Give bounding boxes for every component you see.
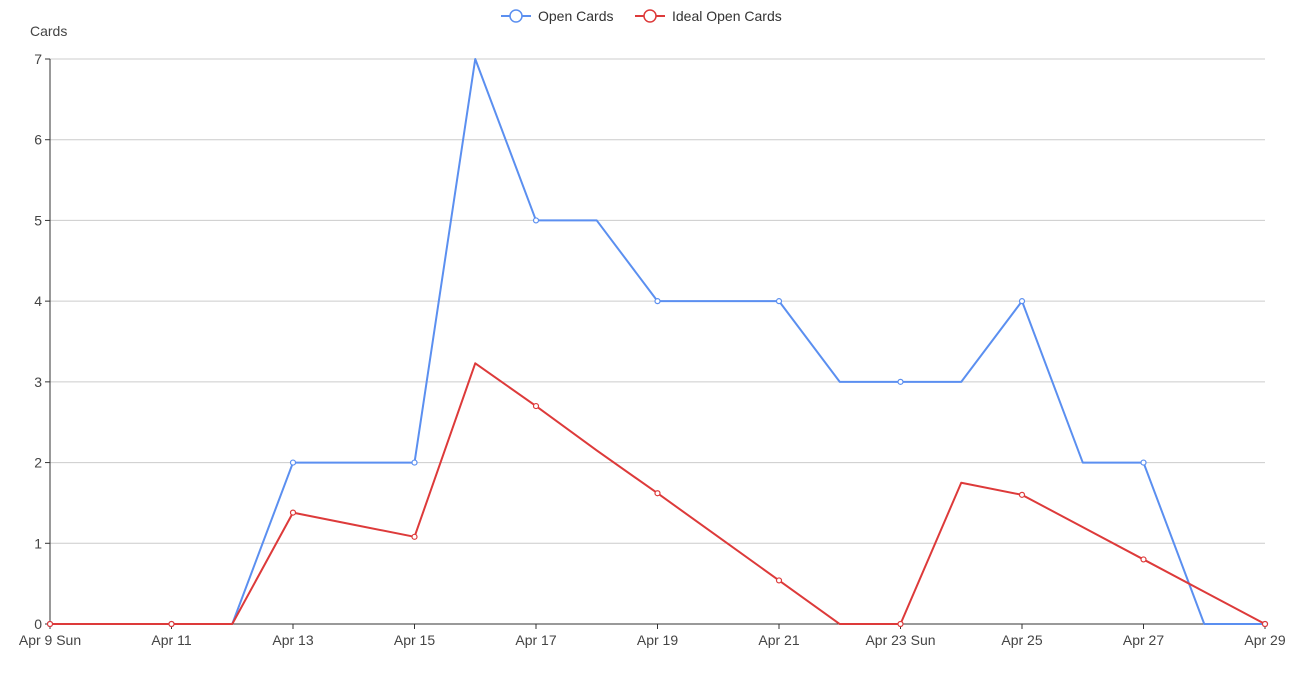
data-point[interactable]	[775, 298, 783, 305]
data-point[interactable]	[897, 378, 904, 385]
x-tick-label: Apr 21	[758, 632, 799, 648]
series-line	[50, 58, 1265, 625]
axes: 0 1 2 3 4 5 6 7 Apr 9 Sun Apr 11 Apr 13 Apr 15 Apr 1…	[19, 51, 1286, 648]
y-tick-label: 6	[34, 132, 42, 148]
series-open-cards	[46, 58, 1269, 628]
data-point[interactable]	[654, 490, 661, 497]
grid-lines	[50, 58, 1265, 544]
y-tick-label: 5	[34, 212, 42, 228]
legend-item[interactable]: Ideal Open Cards	[635, 8, 782, 24]
data-point[interactable]	[289, 509, 297, 516]
x-tick-label: Apr 15	[394, 632, 435, 648]
data-point[interactable]	[775, 577, 783, 584]
y-tick-label: 1	[34, 535, 42, 551]
x-tick-label: Apr 23 Sun	[865, 632, 935, 648]
legend-marker-icon	[643, 9, 657, 23]
series-lines	[46, 58, 1269, 628]
data-point[interactable]	[1018, 491, 1026, 498]
data-point[interactable]	[411, 533, 418, 540]
data-point[interactable]	[289, 459, 297, 466]
x-tick-label: Apr 27	[1123, 632, 1164, 648]
legend-label: Ideal Open Cards	[672, 8, 782, 24]
y-axis-title: Cards	[30, 23, 67, 39]
legend-marker-icon	[509, 9, 523, 23]
x-tick-label: Apr 29	[1244, 632, 1285, 648]
data-point[interactable]	[532, 217, 540, 224]
data-point[interactable]	[46, 620, 54, 628]
series-ideal-open-cards	[46, 362, 1269, 628]
data-point[interactable]	[168, 620, 175, 628]
data-point[interactable]	[1140, 459, 1147, 466]
data-point[interactable]	[532, 402, 540, 410]
x-tick-label: Apr 25	[1001, 632, 1042, 648]
x-tick-label: Apr 11	[151, 632, 191, 648]
data-point[interactable]	[1140, 556, 1147, 563]
data-point[interactable]	[411, 459, 418, 466]
y-tick-label: 4	[34, 293, 42, 309]
y-tick-label: 2	[34, 455, 42, 471]
data-point[interactable]	[897, 620, 904, 628]
x-tick-label: Apr 9 Sun	[19, 632, 81, 648]
legend-item[interactable]: Open Cards	[501, 8, 613, 24]
data-point[interactable]	[654, 298, 661, 305]
x-tick-label: Apr 17	[515, 632, 556, 648]
x-tick-label: Apr 19	[637, 632, 678, 648]
y-tick-label: 3	[34, 374, 42, 390]
data-point[interactable]	[1261, 620, 1269, 628]
legend-label: Open Cards	[538, 8, 613, 24]
legend[interactable]: Open Cards Ideal Open Cards	[501, 8, 782, 24]
y-tick-label: 7	[34, 51, 42, 67]
y-tick-label: 0	[34, 616, 42, 632]
x-tick-label: Apr 13	[272, 632, 313, 648]
data-point[interactable]	[1018, 298, 1026, 305]
